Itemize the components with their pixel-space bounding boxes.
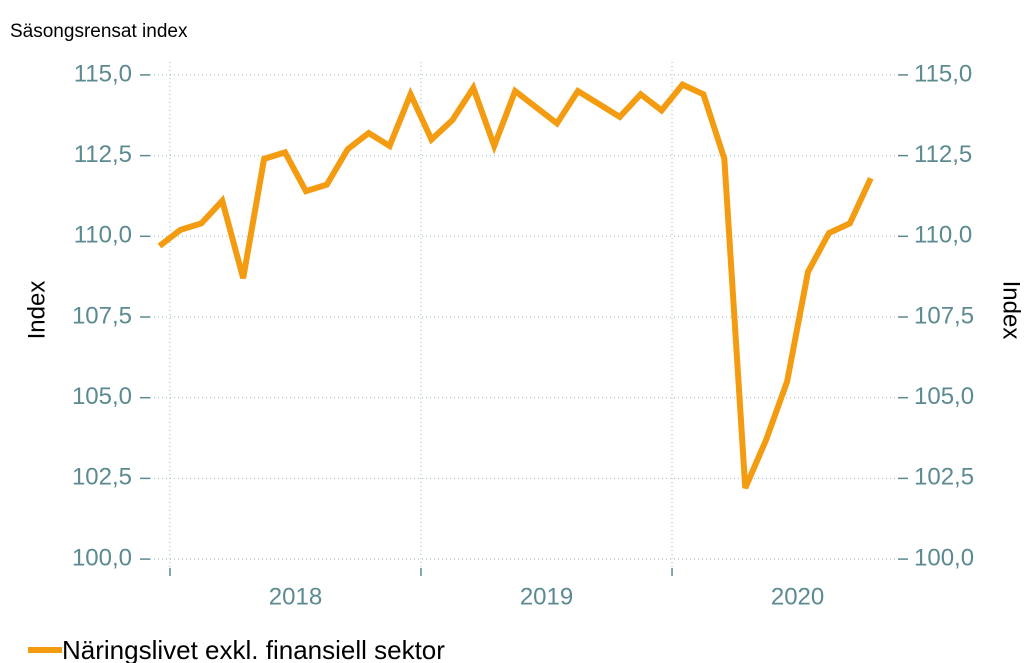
- y2-tick-label: 112,5: [914, 141, 972, 168]
- y2-tick-label: 105,0: [914, 383, 974, 410]
- y2-tick-label: 115,0: [914, 60, 972, 87]
- x-tick-label: 2018: [269, 583, 322, 610]
- x-tick-label: 2019: [520, 583, 573, 610]
- y-tick-label: 100,0: [72, 544, 132, 571]
- y-tick-label: 105,0: [72, 383, 132, 410]
- subtitle: Säsongsrensat index: [10, 21, 188, 42]
- y2-tick-label: 110,0: [914, 222, 972, 249]
- y2-tick-label: 102,5: [914, 464, 974, 491]
- line-series: [157, 80, 874, 490]
- y2-axis-label: Index: [998, 281, 1025, 340]
- y-axis-label: Index: [23, 281, 50, 340]
- y-tick-label: 115,0: [74, 60, 132, 87]
- y2-tick-label: 107,5: [914, 302, 974, 329]
- y-tick-label: 112,5: [74, 141, 132, 168]
- y2-tick-label: 100,0: [914, 544, 974, 571]
- y-tick-label: 102,5: [72, 464, 132, 491]
- legend-label: Näringslivet exkl. finansiell sektor: [62, 635, 445, 663]
- y-tick-label: 110,0: [74, 222, 132, 249]
- x-tick-label: 2020: [771, 583, 824, 610]
- y-tick-label: 107,5: [72, 302, 132, 329]
